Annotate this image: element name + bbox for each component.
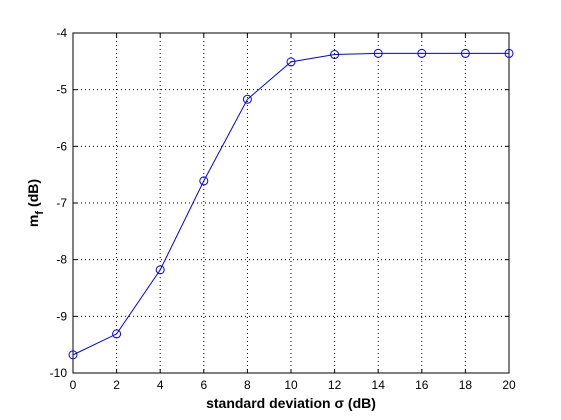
marker bbox=[330, 50, 340, 60]
y-tick-label: -7 bbox=[56, 196, 67, 210]
x-tick-label: 18 bbox=[459, 378, 473, 392]
x-tick-label: 14 bbox=[372, 378, 386, 392]
x-tick-label: 10 bbox=[284, 378, 298, 392]
y-tick-label: -6 bbox=[56, 139, 67, 153]
marker bbox=[112, 329, 122, 339]
y-label-sub: f bbox=[34, 211, 46, 215]
marker bbox=[460, 48, 470, 58]
x-tick-label: 6 bbox=[200, 378, 207, 392]
marker bbox=[155, 265, 165, 275]
x-tick-label: 8 bbox=[244, 378, 251, 392]
marker bbox=[68, 350, 78, 360]
y-axis-label: mf (dB) bbox=[25, 179, 46, 227]
y-tick-label: -4 bbox=[56, 26, 67, 40]
marker bbox=[417, 48, 427, 58]
x-tick-label: 20 bbox=[502, 378, 516, 392]
axes-box bbox=[72, 32, 510, 374]
y-label-unit: (dB) bbox=[25, 179, 41, 207]
series-line bbox=[72, 52, 509, 356]
marker bbox=[242, 94, 252, 104]
x-tick-label: 0 bbox=[70, 378, 77, 392]
x-tick-label: 12 bbox=[328, 378, 342, 392]
y-label-main: m bbox=[25, 215, 41, 227]
x-tick-label: 2 bbox=[113, 378, 120, 392]
x-tick-label: 16 bbox=[415, 378, 429, 392]
x-axis-label: standard deviation σ (dB) bbox=[206, 395, 376, 411]
marker bbox=[286, 57, 296, 67]
x-tick-label: 4 bbox=[157, 378, 164, 392]
marker bbox=[504, 48, 514, 58]
y-tick-label: -10 bbox=[50, 366, 68, 380]
y-tick-label: -5 bbox=[56, 83, 67, 97]
y-tick-label: -9 bbox=[56, 309, 67, 323]
marker bbox=[199, 176, 209, 186]
y-tick-label: -8 bbox=[56, 253, 67, 267]
marker bbox=[373, 48, 383, 58]
